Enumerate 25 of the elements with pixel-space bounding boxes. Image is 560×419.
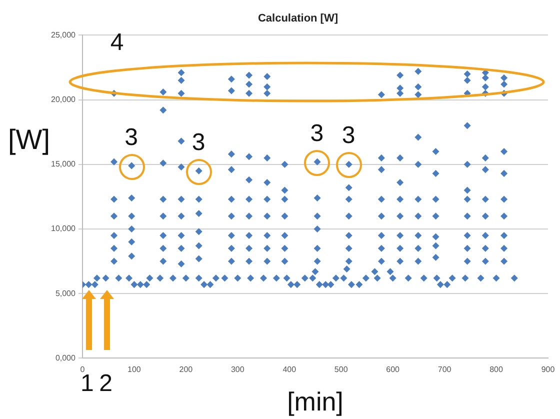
x-tick-label: 300 [230,365,245,374]
y-tick-label: 25,000 [51,30,76,40]
x-tick-label: 500 [334,365,348,374]
x-axis-title: [min] [287,386,344,417]
x-tick-label: 900 [541,365,556,374]
y-tick-label: 0,000 [55,353,76,362]
annotation: 3 [342,122,356,150]
y-tick-label: 10,000 [51,224,76,234]
y-axis-title: [W] [8,124,50,155]
x-tick-label: 700 [438,365,452,374]
y-tick-label: 5,000 [55,288,76,298]
annotation: 3 [192,128,206,156]
x-tick-label: 400 [282,365,297,374]
chart-title: Calculation [W] [258,12,338,25]
annotation: 3 [124,124,138,151]
x-tick-label: 100 [128,365,142,374]
text: 2 [99,370,112,398]
x-tick-label: 200 [179,365,194,374]
x-tick-label: 600 [386,365,400,374]
y-tick-label: 15,000 [51,160,76,169]
y-tick-label: 20,000 [51,95,76,104]
x-tick-label: 0 [80,365,86,374]
x-tick-label: 800 [490,365,504,374]
annotation: 4 [110,29,124,56]
annotation: 3 [310,120,324,147]
